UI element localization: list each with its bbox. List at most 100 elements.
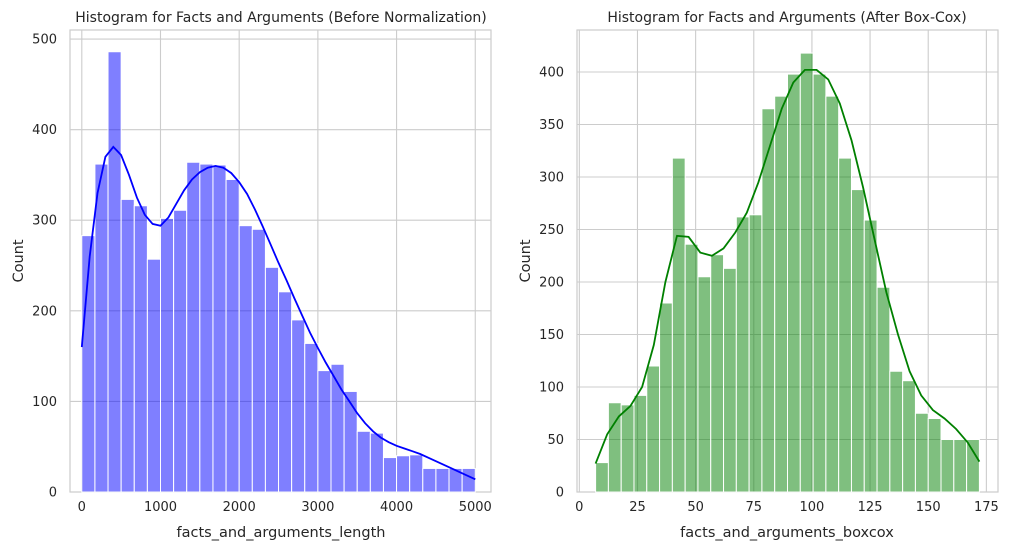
histogram-bar xyxy=(940,439,955,493)
histogram-bar xyxy=(343,390,358,493)
histogram-bar xyxy=(889,370,904,493)
histogram-bar xyxy=(863,219,878,493)
histogram-bar xyxy=(684,243,699,493)
chart-title: Histogram for Facts and Arguments (After… xyxy=(607,10,966,26)
y-tick-label: 100 xyxy=(32,395,57,410)
y-tick-label: 350 xyxy=(539,118,564,133)
histogram-bar xyxy=(774,95,788,493)
x-tick-labels: 0 1000 2000 3000 4000 5000 xyxy=(78,500,492,515)
y-tick-label: 200 xyxy=(539,276,564,291)
histogram-bar xyxy=(304,342,319,493)
y-tick-label: 250 xyxy=(539,223,564,238)
x-tick-label: 25 xyxy=(629,500,646,515)
histogram-bar xyxy=(646,365,661,493)
histogram-bar xyxy=(186,161,201,493)
histogram-bar xyxy=(159,217,175,493)
kde-curve-group xyxy=(80,145,476,481)
x-tick-label: 1000 xyxy=(144,500,177,515)
histogram-bar xyxy=(633,394,648,493)
x-tick-label: 75 xyxy=(746,500,763,515)
histogram-bar xyxy=(671,157,686,493)
x-tick-label: 100 xyxy=(800,500,825,515)
histogram-bar xyxy=(212,164,227,493)
histogram-bar xyxy=(369,432,384,493)
histogram-bar xyxy=(264,266,280,493)
x-tick-label: 0 xyxy=(575,500,583,515)
histogram-bar xyxy=(199,163,214,493)
histogram-bar xyxy=(356,430,371,493)
histogram-bar xyxy=(876,286,891,493)
x-tick-label: 175 xyxy=(974,500,999,515)
histogram-bar xyxy=(953,439,968,493)
x-tick-label: 50 xyxy=(687,500,704,515)
y-tick-label: 50 xyxy=(547,433,564,448)
histogram-bar xyxy=(422,467,437,493)
histogram-bar xyxy=(787,73,801,493)
histogram-bar xyxy=(595,462,609,493)
histogram-bar xyxy=(461,467,476,493)
kde-curve xyxy=(80,145,476,481)
histogram-bar xyxy=(748,214,763,493)
histogram-bar xyxy=(914,412,929,493)
x-tick-label: 150 xyxy=(916,500,941,515)
x-axis-label: facts_and_arguments_length xyxy=(177,525,386,541)
y-tick-label: 200 xyxy=(32,304,57,319)
x-axis-label: facts_and_arguments_boxcox xyxy=(680,525,894,541)
x-tick-label: 3000 xyxy=(301,500,334,515)
histogram-bar xyxy=(812,73,827,493)
y-tick-label: 0 xyxy=(49,486,57,501)
histogram-bar xyxy=(225,178,240,493)
histogram-bar xyxy=(435,467,450,493)
histogram-bar xyxy=(838,157,852,493)
histogram-bar xyxy=(735,216,750,493)
histogram-bar xyxy=(173,209,188,493)
histogram-bar xyxy=(120,198,135,493)
kde-curve-group xyxy=(594,69,981,464)
histogram-bar xyxy=(620,404,635,493)
chart-before-normalization: Histogram for Facts and Arguments (Befor… xyxy=(11,10,492,541)
x-tick-label: 4000 xyxy=(380,500,413,515)
histogram-bar xyxy=(799,52,814,493)
y-tick-label: 100 xyxy=(539,381,564,396)
histogram-bar xyxy=(396,455,411,493)
histogram-bar xyxy=(146,258,161,493)
y-tick-labels: 0 50 100 150 200 250 300 350 400 xyxy=(539,66,564,501)
y-tick-label: 300 xyxy=(539,171,564,186)
x-tick-label: 2000 xyxy=(223,500,256,515)
y-tick-label: 500 xyxy=(32,33,57,48)
y-tick-label: 300 xyxy=(32,214,57,229)
histogram-bar xyxy=(723,267,737,493)
histogram-bars xyxy=(595,52,980,493)
x-tick-label: 5000 xyxy=(459,500,492,515)
chart-title: Histogram for Facts and Arguments (Befor… xyxy=(75,10,486,26)
histogram-bar xyxy=(107,51,122,493)
histogram-bar xyxy=(238,225,253,493)
x-tick-label: 125 xyxy=(858,500,883,515)
histogram-bar xyxy=(409,454,424,493)
histogram-bar xyxy=(133,205,148,493)
y-axis-label: Count xyxy=(11,239,27,282)
histogram-bar xyxy=(317,370,332,493)
histogram-bar xyxy=(825,95,840,493)
histogram-bar xyxy=(966,439,980,493)
x-tick-label: 0 xyxy=(78,500,86,515)
y-axis-label: Count xyxy=(518,239,534,282)
kde-curve xyxy=(594,69,981,464)
histogram-bar xyxy=(927,418,942,493)
histogram-bar xyxy=(697,276,712,493)
chart-after-boxcox: Histogram for Facts and Arguments (After… xyxy=(518,10,999,541)
histogram-bar xyxy=(659,302,673,493)
y-tick-label: 150 xyxy=(539,328,564,343)
histogram-bar xyxy=(278,291,293,493)
histogram-bar xyxy=(251,228,266,493)
histogram-bar xyxy=(850,189,865,493)
histogram-bar xyxy=(94,163,109,493)
y-tick-label: 400 xyxy=(539,66,564,81)
histogram-bar xyxy=(710,254,725,493)
histogram-bar xyxy=(382,457,398,493)
y-tick-labels: 0 100 200 300 400 500 xyxy=(32,33,57,501)
y-tick-label: 400 xyxy=(32,123,57,138)
histogram-bars xyxy=(81,51,476,493)
histogram-bar xyxy=(291,319,306,493)
